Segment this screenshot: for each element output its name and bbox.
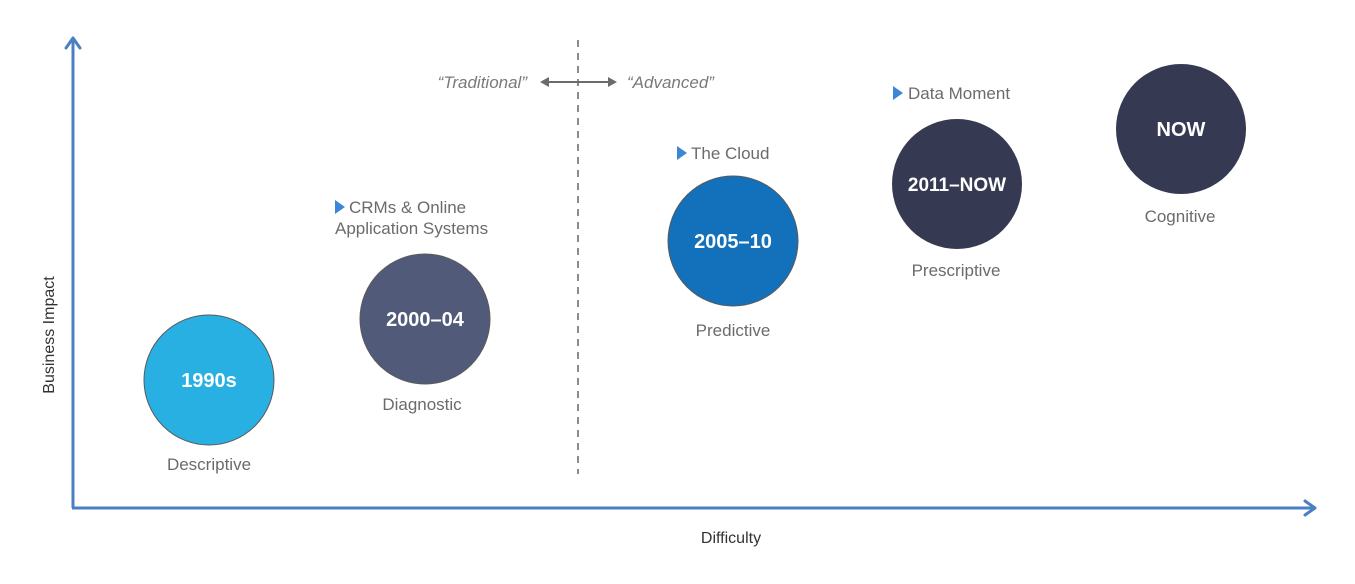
era-circle [1116, 64, 1246, 194]
advanced-label: “Advanced” [627, 73, 715, 92]
x-axis-arrowhead [1303, 499, 1317, 517]
era-period-label: 2005–10 [694, 231, 772, 253]
milestone-arrow-icon [677, 146, 687, 160]
axes: Difficulty Business Impact [41, 36, 1317, 547]
era-circle [359, 253, 491, 385]
era-stage-label: Cognitive [1145, 207, 1216, 226]
era-stage-label: Prescriptive [912, 261, 1001, 280]
era-period-label: 2011–NOW [908, 175, 1006, 196]
era-circle [667, 175, 799, 307]
y-axis-arrowhead [64, 36, 82, 50]
era-2005-10: The Cloud 2005–10 Predictive [667, 144, 799, 340]
traditional-label: “Traditional” [438, 73, 529, 92]
era-circle [143, 314, 275, 446]
milestone-line-1: The Cloud [691, 144, 769, 163]
era-period-label: 1990s [181, 370, 237, 392]
milestone-line-2: Application Systems [335, 219, 488, 238]
era-1990s: 1990s Descriptive [143, 314, 275, 474]
milestone-arrow-icon [335, 200, 345, 214]
double-arrow-left-head [540, 77, 549, 87]
milestone-line-1: CRMs & Online [349, 198, 466, 217]
y-axis-label: Business Impact [41, 276, 58, 394]
era-circle [892, 119, 1022, 249]
era-stage-label: Predictive [696, 321, 771, 340]
era-stage-label: Descriptive [167, 455, 251, 474]
milestone-line-1: Data Moment [908, 84, 1010, 103]
zone-divider: “Traditional” “Advanced” [438, 40, 715, 474]
era-period-label: NOW [1157, 119, 1206, 141]
milestone-arrow-icon [893, 86, 903, 100]
x-axis-label: Difficulty [701, 530, 761, 547]
double-arrow-right-head [608, 77, 617, 87]
era-now: NOW Cognitive [1116, 64, 1246, 226]
era-period-label: 2000–04 [386, 309, 465, 331]
era-stage-label: Diagnostic [382, 395, 462, 414]
era-2000-04: CRMs & Online Application Systems 2000–0… [335, 198, 491, 414]
era-2011-now: Data Moment 2011–NOW Prescriptive [892, 84, 1022, 280]
